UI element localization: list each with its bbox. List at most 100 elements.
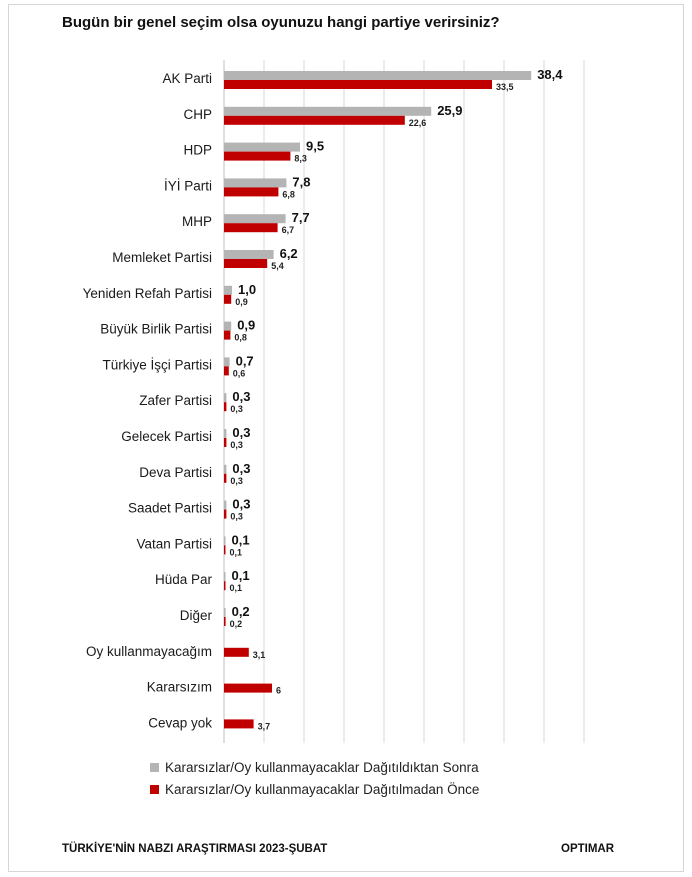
value-label-before: 0,3 <box>230 440 243 450</box>
bar-after <box>224 71 532 80</box>
bar-after <box>224 142 300 152</box>
bar-before <box>224 473 227 483</box>
value-label-after: 0,3 <box>232 461 250 476</box>
value-label-before: 8,3 <box>294 154 307 164</box>
bar-after <box>224 572 226 582</box>
bar-after <box>224 393 227 403</box>
value-label-before: 0,9 <box>235 297 248 307</box>
value-label-after: 0,2 <box>232 604 250 619</box>
value-label-after: 9,5 <box>306 139 324 154</box>
bar-after <box>224 357 230 367</box>
category-label: Memleket Partisi <box>112 250 212 265</box>
category-label: Deva Partisi <box>139 465 212 480</box>
legend-label-before: Kararsızlar/Oy kullanmayacaklar Dağıtılm… <box>165 781 480 797</box>
footer-source: TÜRKİYE'NİN NABZI ARAŞTIRMASI 2023-ŞUBAT <box>62 843 328 855</box>
value-label-before: 6 <box>276 686 281 696</box>
bar-before <box>224 366 229 376</box>
legend-swatch-red <box>150 784 159 794</box>
value-label-before: 0,3 <box>230 476 243 486</box>
footer-brand: OPTIMAR <box>561 843 615 855</box>
value-label-before: 0,3 <box>230 404 243 414</box>
legend-label-after: Kararsızlar/Oy kullanmayacaklar Dağıtıld… <box>165 759 479 775</box>
value-label-after: 1,0 <box>238 282 256 297</box>
bar-after <box>224 500 227 510</box>
category-label: MHP <box>182 214 212 229</box>
value-label-before: 0,8 <box>234 333 247 343</box>
value-label-after: 0,1 <box>232 532 250 547</box>
category-label: CHP <box>183 107 212 122</box>
bar-after <box>224 321 232 331</box>
bar-before <box>224 330 231 340</box>
bar-before <box>224 223 278 233</box>
bar-after <box>224 608 226 617</box>
bar-after <box>224 250 274 259</box>
bar-before <box>224 80 492 89</box>
bar-before <box>224 294 232 304</box>
value-label-after: 0,3 <box>232 389 250 404</box>
category-label: İYİ Parti <box>164 178 212 193</box>
category-label: HDP <box>183 143 212 158</box>
category-label: Kararsızım <box>147 680 212 695</box>
bar-before <box>224 509 227 519</box>
bar-before <box>224 683 272 693</box>
legend-item-before: Kararsızlar/Oy kullanmayacaklar Dağıtılm… <box>150 778 479 800</box>
value-label-after: 25,9 <box>437 103 462 118</box>
bar-after <box>224 178 287 188</box>
category-label: Büyük Birlik Partisi <box>100 322 212 337</box>
category-label: AK Parti <box>162 71 212 86</box>
bar-after <box>224 464 227 474</box>
bar-after <box>224 429 227 438</box>
bar-before <box>224 545 226 555</box>
bar-after <box>224 106 432 116</box>
bar-after <box>224 285 232 295</box>
category-label: Oy kullanmayacağım <box>86 644 212 659</box>
category-label: Hüda Par <box>155 572 213 587</box>
legend-swatch-gray <box>150 762 159 772</box>
bar-before <box>224 187 279 197</box>
value-label-after: 0,3 <box>232 497 250 512</box>
value-label-after: 38,4 <box>537 67 563 82</box>
value-label-before: 5,4 <box>271 261 284 271</box>
category-label: Türkiye İşçi Partisi <box>102 357 212 372</box>
value-label-before: 6,8 <box>282 189 295 199</box>
value-label-after: 7,8 <box>292 174 310 189</box>
value-label-before: 0,1 <box>230 547 243 557</box>
value-label-before: 0,2 <box>230 619 243 629</box>
bar-before <box>224 647 249 657</box>
category-label: Yeniden Refah Partisi <box>83 286 212 301</box>
value-label-after: 0,7 <box>236 353 254 368</box>
bar-before <box>224 581 226 591</box>
value-label-before: 0,1 <box>230 583 243 593</box>
category-label: Diğer <box>180 608 213 623</box>
bar-before <box>224 402 227 412</box>
bar-before <box>224 438 227 447</box>
bar-before <box>224 617 226 626</box>
value-label-after: 0,3 <box>232 425 250 440</box>
bar-before <box>224 115 405 125</box>
legend-item-after: Kararsızlar/Oy kullanmayacaklar Dağıtıld… <box>150 756 479 778</box>
bar-before <box>224 259 268 268</box>
bar-after <box>224 214 286 224</box>
category-label: Zafer Partisi <box>139 393 212 408</box>
chart-title: Bugün bir genel seçim olsa oyunuzu hangi… <box>62 14 500 31</box>
bar-before <box>224 151 291 161</box>
legend: Kararsızlar/Oy kullanmayacaklar Dağıtıld… <box>150 756 479 800</box>
value-label-before: 0,6 <box>233 368 246 378</box>
value-label-after: 7,7 <box>292 210 310 225</box>
chart-frame <box>8 4 684 872</box>
value-label-after: 0,9 <box>237 318 255 333</box>
value-label-after: 6,2 <box>280 246 298 261</box>
category-label: Cevap yok <box>148 715 212 730</box>
value-label-before: 33,5 <box>496 82 514 92</box>
value-label-before: 3,1 <box>253 650 266 660</box>
bar-before <box>224 719 254 729</box>
bar-after <box>224 536 226 546</box>
value-label-before: 3,7 <box>258 721 271 731</box>
value-label-before: 6,7 <box>282 225 295 235</box>
value-label-before: 22,6 <box>409 118 427 128</box>
category-label: Vatan Partisi <box>136 536 212 551</box>
category-label: Gelecek Partisi <box>121 429 212 444</box>
category-label: Saadet Partisi <box>128 501 212 516</box>
value-label-before: 0,3 <box>230 512 243 522</box>
